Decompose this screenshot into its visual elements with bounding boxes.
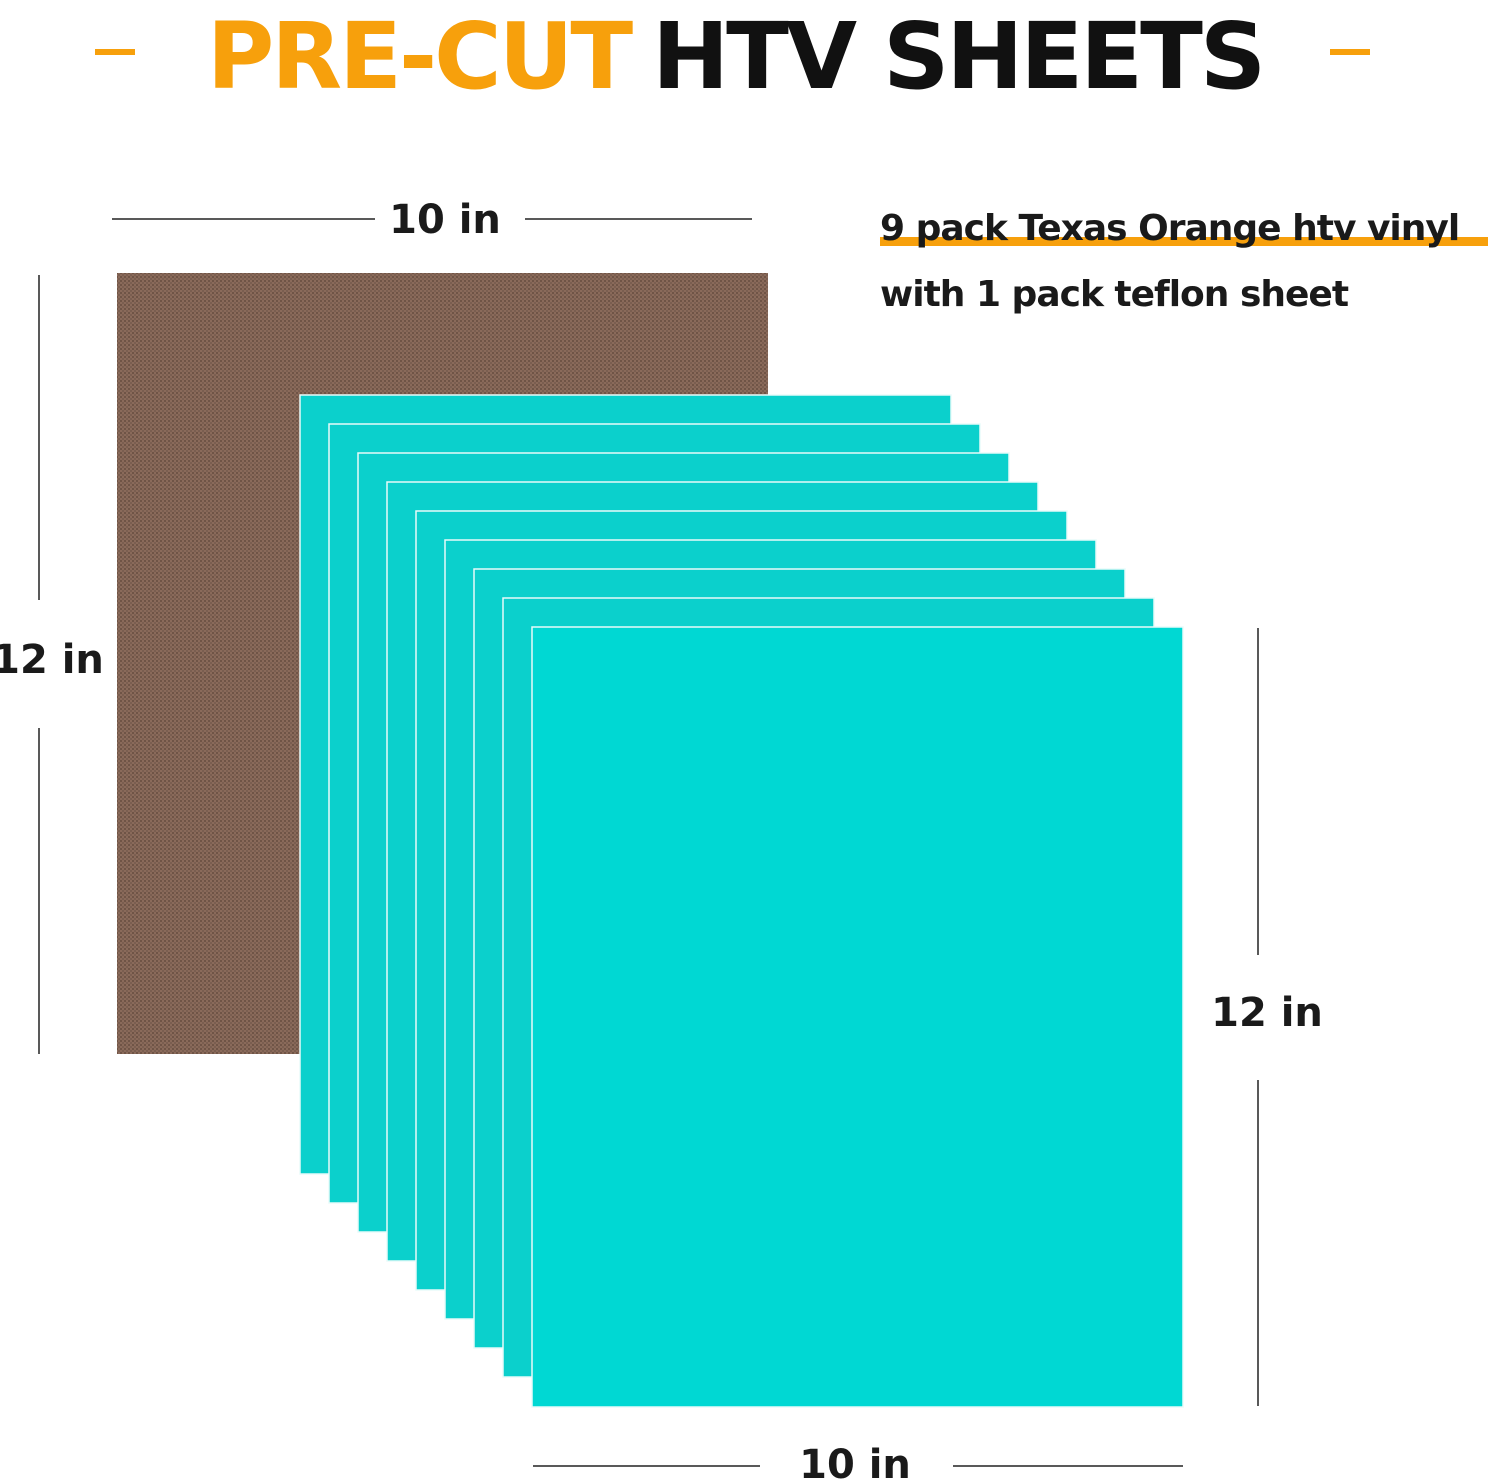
vinyl-height: 12 in: [1211, 990, 1323, 1036]
teflon-height: 12 in: [0, 637, 104, 683]
title-rest: HTV SHEETS: [652, 3, 1263, 110]
vinyl-sheet: [531, 626, 1184, 1408]
caption-line: 9 pack Texas Orange htv vinyl: [880, 208, 1459, 249]
vinyl-sheets: [299, 394, 1184, 1408]
title-highlight: PRE-CUT: [207, 3, 634, 110]
title: PRE-CUT HTV SHEETS: [207, 3, 1263, 110]
caption-line: with 1 pack teflon sheet: [880, 274, 1349, 315]
caption-underline: [880, 237, 1488, 246]
vinyl-width: 10 in: [799, 1442, 911, 1481]
teflon-width: 10 in: [389, 197, 501, 243]
